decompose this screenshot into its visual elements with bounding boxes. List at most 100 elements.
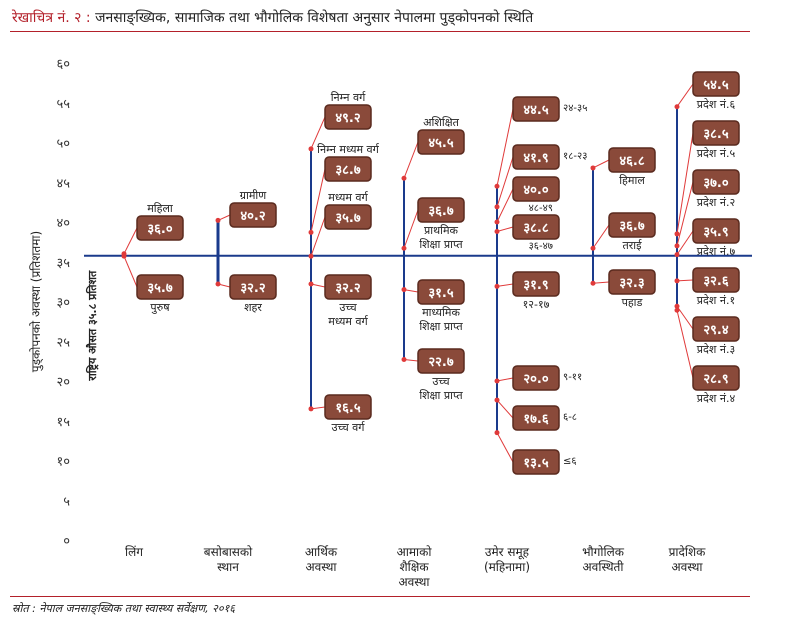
- group-label: प्रदेश नं.४: [697, 392, 736, 405]
- stunting-chart: ० ५ १० १५ २० २५ ३० ३५ ४० ४५ ५० ५५ ६० पुड्कोपनको अवस्थ…: [29, 57, 752, 589]
- data-point: [308, 229, 314, 235]
- data-point: [590, 165, 596, 171]
- category-label: आर्थिक: [305, 545, 338, 559]
- connector-line: [403, 209, 419, 249]
- group-label: माध्यमिक: [422, 306, 460, 319]
- value-label: ३१.५: [428, 286, 453, 301]
- connector-line: [676, 181, 694, 246]
- value-label: ५४.५: [703, 78, 728, 93]
- value-box: [324, 104, 372, 130]
- connector-line: [123, 227, 138, 255]
- connector-line: [592, 224, 610, 249]
- value-box: [692, 365, 740, 391]
- value-label: ३५.९: [703, 225, 728, 240]
- data-point: [308, 281, 314, 287]
- value-box: [512, 214, 560, 240]
- data-point: [494, 283, 500, 289]
- value-box: [324, 204, 372, 230]
- value-label: ३२.२: [240, 281, 265, 296]
- value-label: ३५.७: [335, 211, 360, 226]
- value-label: २८.९: [703, 372, 728, 387]
- data-point: [494, 430, 500, 436]
- connector-line: [310, 116, 326, 150]
- value-box: [608, 269, 656, 295]
- category-label: अवस्था: [398, 575, 430, 589]
- value-box: [512, 176, 560, 202]
- category-label: आमाको: [397, 545, 433, 559]
- connector-line: [592, 281, 610, 284]
- group-label: तराई: [622, 239, 642, 252]
- value-label: ३६.७: [428, 204, 453, 219]
- data-point: [674, 231, 680, 237]
- value-label: ४६.८: [619, 154, 644, 169]
- connector-line: [310, 216, 326, 257]
- connector-line: [496, 226, 514, 233]
- y-tick-label: ५: [63, 494, 70, 509]
- value-box: [512, 96, 560, 122]
- value-label: २२.७: [428, 355, 453, 370]
- data-point: [215, 217, 221, 223]
- value-label: ३६.७: [619, 219, 644, 234]
- value-label: ३८.८: [523, 221, 548, 236]
- data-point: [674, 303, 680, 309]
- group-label: प्रदेश नं.२: [697, 196, 735, 209]
- value-box: [608, 212, 656, 238]
- value-label: ३७.०: [703, 176, 728, 191]
- connector-line: [496, 399, 514, 419]
- data-point: [674, 104, 680, 110]
- y-tick-label: ४०: [56, 216, 70, 231]
- value-label: ४९.२: [335, 111, 360, 126]
- connector-line: [676, 230, 694, 255]
- data-point: [494, 378, 500, 384]
- group-label: पहाड: [622, 296, 643, 309]
- group-label: महिला: [147, 202, 173, 215]
- category-label: प्रादेशिक: [669, 545, 707, 559]
- value-box: [692, 218, 740, 244]
- source-note: स्रोत : नेपाल जनसाङ्ख्यिक तथा स्वास्थ्य …: [12, 602, 236, 615]
- connector-line: [496, 108, 514, 187]
- data-point: [401, 245, 407, 251]
- category-label: अवस्था: [305, 560, 337, 574]
- group-label: ९-११: [563, 372, 582, 383]
- connector-line: [676, 305, 694, 330]
- category-label: अवस्था: [671, 560, 703, 574]
- value-box: [229, 274, 277, 300]
- connector-line: [676, 132, 694, 235]
- group-label: १२-१७: [523, 298, 550, 311]
- data-point: [674, 307, 680, 313]
- data-point: [308, 253, 314, 259]
- group-label: शिक्षा प्राप्त: [419, 238, 463, 251]
- value-label: २९.४: [703, 323, 728, 338]
- connector-line: [496, 188, 514, 223]
- value-label: १६.५: [335, 401, 360, 416]
- value-box: [324, 156, 372, 182]
- value-box: [324, 274, 372, 300]
- category-label: भौगोलिक: [582, 545, 625, 559]
- data-point: [494, 229, 500, 235]
- value-label: २०.०: [523, 372, 548, 387]
- category-label: अवस्थिती: [583, 560, 625, 574]
- data-point: [674, 243, 680, 249]
- group-label: मध्यम वर्ग: [328, 191, 368, 204]
- category-label: (महिनामा): [484, 560, 530, 574]
- category-label: स्थान: [217, 560, 239, 574]
- group-label: उच्च वर्ग: [332, 421, 366, 434]
- value-label: १३.५: [523, 456, 548, 471]
- connector-line: [676, 83, 694, 108]
- y-tick-label: ०: [63, 534, 70, 549]
- data-point: [494, 219, 500, 225]
- group-label: २४-३५: [563, 103, 587, 114]
- group-label: निम्न वर्ग: [331, 91, 367, 104]
- value-box: [512, 365, 560, 391]
- y-tick-label: २५: [56, 335, 70, 350]
- data-point: [494, 397, 500, 403]
- value-box: [136, 215, 184, 241]
- group-label: उच्च: [339, 301, 357, 314]
- y-tick-label: १५: [56, 415, 70, 430]
- title-rule: [10, 31, 750, 32]
- connector-line: [676, 279, 694, 282]
- data-point: [674, 252, 680, 258]
- value-box: [692, 316, 740, 342]
- value-label: ३२.६: [703, 274, 728, 289]
- group-label: शहर: [244, 301, 262, 314]
